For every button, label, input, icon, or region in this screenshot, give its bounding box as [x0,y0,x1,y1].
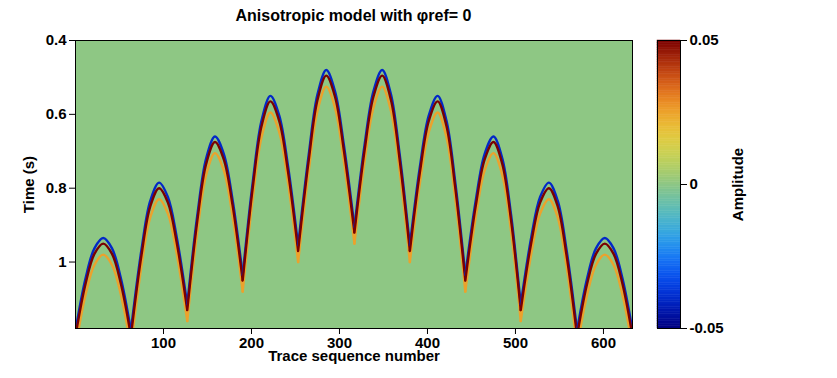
svg-text:Time (s): Time (s) [20,156,37,213]
svg-text:0.05: 0.05 [690,31,719,48]
svg-text:-0.05: -0.05 [690,319,724,336]
svg-text:0: 0 [690,175,698,192]
svg-text:0.6: 0.6 [46,105,67,122]
svg-text:300: 300 [327,334,352,352]
svg-text:200: 200 [239,334,264,351]
svg-text:400: 400 [415,334,440,352]
svg-text:1: 1 [58,253,66,270]
svg-text:0.8: 0.8 [46,179,67,196]
svg-text:0.4: 0.4 [46,31,68,48]
svg-text:500: 500 [503,334,528,351]
svg-text:Amplitude: Amplitude [729,148,746,221]
svg-text:100: 100 [151,334,176,351]
svg-text:600: 600 [591,334,616,351]
svg-text:Trace sequence number: Trace sequence number [268,347,440,364]
html-text:Anisotropic model with φref= 0: Anisotropic model with φref= 0 [235,7,472,24]
